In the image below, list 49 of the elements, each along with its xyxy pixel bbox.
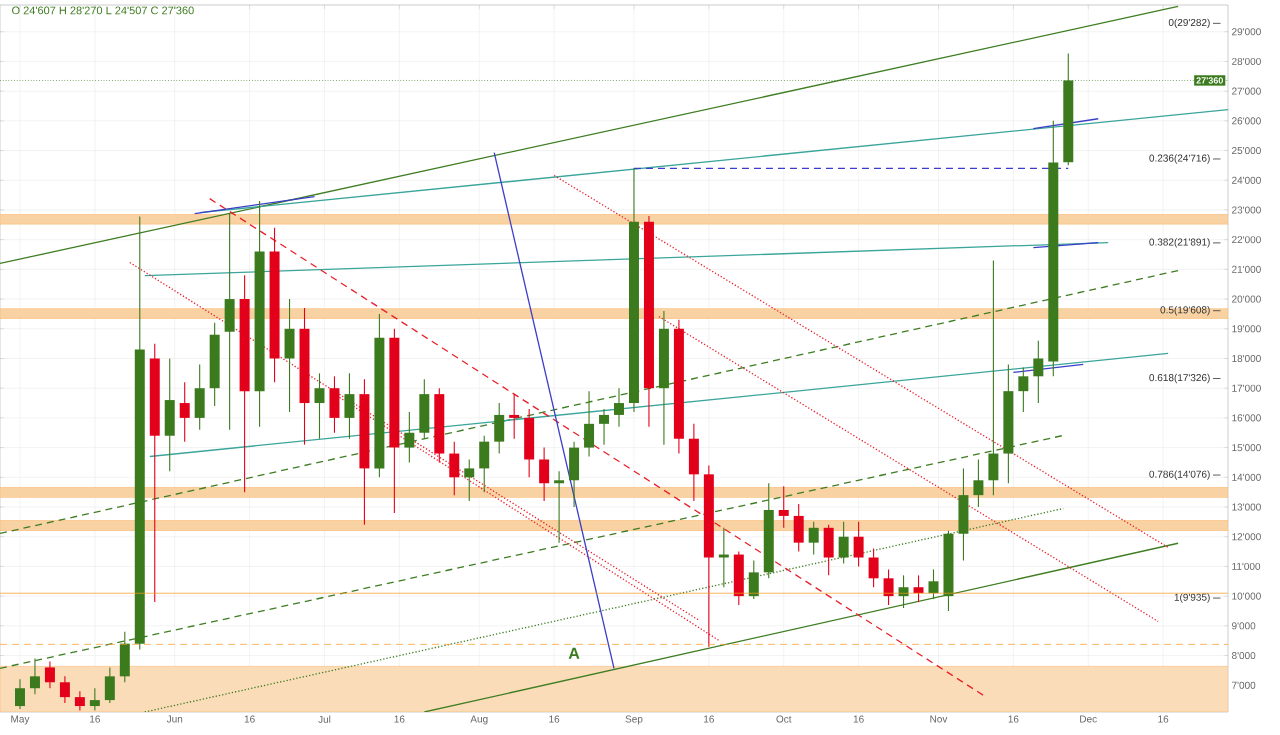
x-tick-label: 16	[1008, 715, 1019, 723]
x-tick-label: Jul	[318, 715, 331, 723]
x-tick-label: Jun	[166, 715, 183, 723]
x-tick-label: 16	[549, 715, 560, 723]
y-tick-label: 20'000	[1232, 295, 1261, 303]
y-tick-label: 26'000	[1232, 117, 1261, 125]
ref-line-label: 27'360	[1196, 77, 1223, 84]
y-tick-label: 12'000	[1232, 533, 1261, 541]
y-tick-label: 10'000	[1232, 592, 1261, 600]
ref-line-label: 0.618(17'326)	[1149, 373, 1210, 384]
y-tick-label: 17'000	[1232, 384, 1261, 392]
ref-line-label: 0(29'282)	[1168, 18, 1210, 28]
x-tick-label: 16	[244, 715, 255, 723]
x-tick-label: 16	[1158, 715, 1169, 723]
y-tick-label: 28'000	[1232, 57, 1261, 65]
x-tick-label: 16	[394, 715, 405, 723]
y-tick-label: 16'000	[1232, 414, 1261, 422]
y-tick-label: 29'000	[1232, 28, 1261, 36]
y-tick-label: 7'000	[1232, 681, 1256, 689]
y-tick-label: 19'000	[1232, 325, 1261, 333]
y-tick-label: 8'000	[1231, 652, 1256, 660]
ref-line-label: 0.382(21'891)	[1149, 238, 1210, 248]
y-tick-label: 21'000	[1232, 265, 1261, 273]
x-tick-label: 16	[90, 715, 100, 723]
y-tick-label: 14'000	[1232, 473, 1261, 481]
ref-line-label: 1(9'935)	[1174, 593, 1210, 603]
x-tick-label: 16	[853, 715, 864, 723]
x-tick-label: Aug	[470, 715, 488, 725]
y-tick-label: 18'000	[1232, 354, 1261, 363]
y-tick-label: 15'000	[1232, 444, 1261, 452]
ref-line-label: 0.236(24'716)	[1149, 154, 1210, 164]
chart-subtitle: O 24'607 H 28'270 L 24'507 C 27'360	[12, 6, 194, 15]
y-tick-label: 27'000	[1232, 87, 1261, 95]
x-tick-label: Nov	[930, 715, 948, 723]
y-tick-label: 13'000	[1232, 503, 1261, 511]
y-tick-label: 11'000	[1232, 562, 1261, 570]
annotation: A	[568, 647, 580, 659]
y-tick-label: 9'000	[1232, 622, 1256, 630]
x-tick-label: Sep	[625, 715, 643, 725]
x-tick-label: 16	[704, 715, 714, 723]
y-tick-label: 24'000	[1232, 176, 1261, 184]
ref-line-label: 0.786(14'076)	[1149, 470, 1210, 480]
x-tick-label: Oct	[776, 715, 792, 723]
y-tick-label: 22'000	[1232, 236, 1261, 244]
ref-line-label: 0.5(19'608)	[1160, 306, 1210, 316]
x-tick-label: Dec	[1080, 715, 1097, 723]
x-tick-label: May	[11, 715, 30, 725]
y-tick-label: 25'000	[1232, 147, 1261, 155]
y-tick-label: 23'000	[1232, 206, 1261, 214]
